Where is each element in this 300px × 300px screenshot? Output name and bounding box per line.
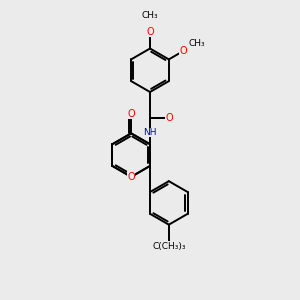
Text: NH: NH [143, 128, 157, 137]
Text: O: O [180, 46, 187, 56]
Text: O: O [166, 113, 173, 123]
Text: C(CH₃)₃: C(CH₃)₃ [152, 242, 186, 250]
Text: O: O [146, 26, 154, 37]
Text: O: O [128, 172, 135, 182]
Text: O: O [128, 109, 135, 119]
Text: CH₃: CH₃ [189, 39, 206, 48]
Text: CH₃: CH₃ [142, 11, 158, 20]
